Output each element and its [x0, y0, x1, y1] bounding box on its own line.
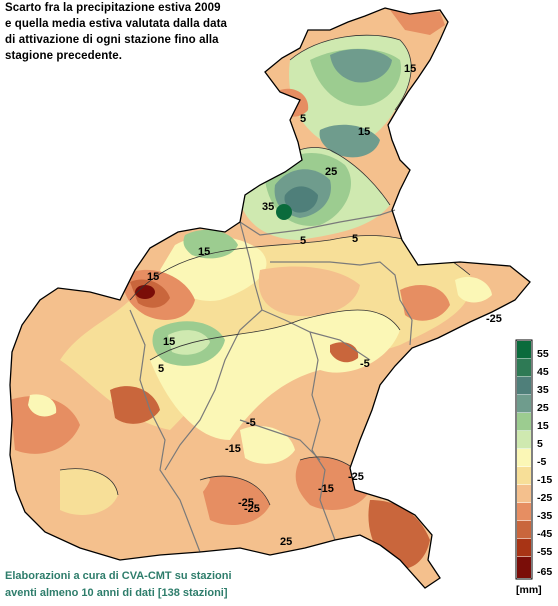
contour-label: 35	[262, 201, 274, 213]
legend-label: -55	[537, 546, 553, 558]
credit-line: aventi almeno 10 anni di dati [138 stazi…	[5, 587, 228, 599]
contour-label: -5	[246, 417, 256, 429]
map-title-line: e quella media estiva valutata dalla dat…	[5, 18, 228, 30]
legend-swatch	[517, 413, 531, 431]
province-boundaries	[129, 209, 413, 553]
legend-swatch	[517, 431, 531, 449]
legend-swatch	[517, 539, 531, 557]
map-title-line: Scarto fra la precipitazione estiva 2009	[5, 2, 221, 14]
legend-label: -35	[537, 510, 553, 522]
legend-swatch	[517, 449, 531, 467]
contour-label: -15	[318, 483, 334, 495]
map-title-line: di attivazione di ogni stazione fino all…	[5, 34, 219, 46]
legend-label: -65	[537, 566, 553, 578]
contour-label: -5	[360, 358, 370, 370]
legend-label: -15	[537, 474, 553, 486]
contour-label: 15	[404, 63, 416, 75]
credit-line: Elaborazioni a cura di CVA-CMT su stazio…	[5, 570, 232, 582]
contour-label: 5	[158, 363, 164, 375]
legend-swatch	[517, 341, 531, 359]
legend-swatch	[517, 395, 531, 413]
contour-label: 5	[352, 233, 358, 245]
contour-label: -25	[486, 313, 502, 325]
legend-swatch	[517, 467, 531, 485]
legend-label: 55	[537, 348, 549, 360]
legend-label: -25	[537, 492, 553, 504]
contour-label: -25	[244, 503, 260, 515]
contour-label: -25	[348, 471, 364, 483]
legend-label: 35	[537, 384, 549, 396]
contour-label-group: 15 5 15 25 35 5 5 15 15 15 5 -25 -5 -15 …	[147, 63, 502, 548]
legend-swatch	[517, 359, 531, 377]
legend-swatch	[517, 485, 531, 503]
legend-swatches	[515, 339, 533, 580]
contour-label: 15	[358, 126, 370, 138]
legend-swatch	[517, 521, 531, 539]
contour-label: 25	[325, 166, 337, 178]
legend-label: -5	[537, 456, 547, 468]
contour-label: 15	[163, 336, 175, 348]
contour-label: -15	[225, 443, 241, 455]
legend-label: 5	[537, 438, 543, 450]
legend-swatch	[517, 503, 531, 521]
legend-label: 45	[537, 366, 549, 378]
map-title-line: stagione precedente.	[5, 50, 123, 62]
legend-label: 25	[537, 402, 549, 414]
contour-label: -25	[238, 497, 254, 509]
contour-label: 15	[147, 271, 159, 283]
contour-label: 25	[280, 536, 292, 548]
contour-label: 15	[198, 246, 210, 258]
contour-label: 5	[300, 235, 306, 247]
legend-label: 15	[537, 420, 549, 432]
contour-label: 5	[300, 113, 306, 125]
legend-frame	[515, 339, 533, 580]
legend-swatch	[517, 377, 531, 395]
legend-swatch	[517, 557, 531, 578]
legend-unit: [mm]	[516, 584, 542, 596]
legend-label: -45	[537, 528, 553, 540]
